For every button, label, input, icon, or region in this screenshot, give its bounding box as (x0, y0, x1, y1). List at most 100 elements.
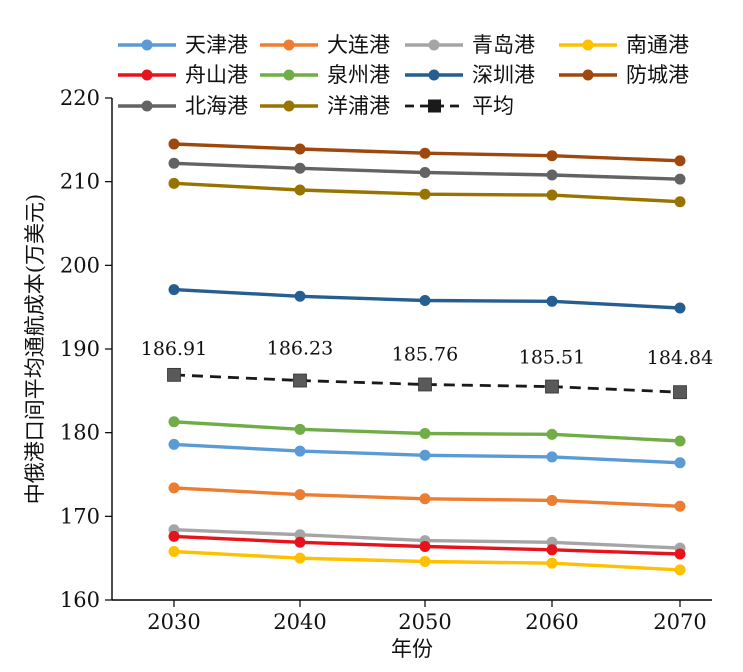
y-tick-label: 190 (60, 337, 100, 361)
data-point (674, 196, 686, 208)
data-label: 185.76 (392, 343, 458, 365)
legend-marker (582, 39, 594, 51)
series-4 (168, 530, 686, 560)
series-line (173, 373, 681, 394)
legend-label: 泉州港 (327, 63, 390, 87)
data-point (419, 188, 431, 200)
y-tick-label: 200 (60, 253, 100, 277)
data-point (294, 536, 306, 548)
x-tick-label: 2070 (653, 610, 706, 634)
data-point (546, 295, 558, 307)
legend-marker (283, 100, 295, 112)
legend-label: 南通港 (626, 33, 689, 57)
legend-marker (141, 69, 153, 81)
legend-entry: 防城港 (559, 63, 689, 87)
data-point (419, 428, 431, 440)
series-1 (168, 482, 686, 512)
data-point (419, 166, 431, 178)
data-point (674, 173, 686, 185)
data-point (418, 377, 432, 392)
legend-entry: 大连港 (260, 33, 390, 57)
legend-marker (582, 69, 594, 81)
legend-marker (141, 100, 153, 112)
data-label: 184.84 (647, 347, 713, 369)
legend-label: 深圳港 (472, 63, 535, 87)
data-point (293, 373, 307, 388)
data-point (419, 294, 431, 306)
data-point (419, 493, 431, 505)
series-5 (168, 416, 686, 447)
legend-marker (141, 39, 153, 51)
data-point (294, 445, 306, 457)
data-point (294, 143, 306, 155)
data-point (673, 385, 687, 400)
series-3 (168, 545, 686, 576)
data-point (546, 557, 558, 569)
data-point (546, 494, 558, 506)
legend-label: 平均 (472, 94, 514, 118)
data-label: 185.51 (519, 347, 585, 369)
data-point (546, 169, 558, 181)
legend-label: 洋浦港 (327, 94, 390, 118)
data-point (546, 536, 558, 548)
data-point (168, 177, 180, 189)
data-point (168, 530, 180, 542)
data-point (674, 500, 686, 512)
data-point (674, 548, 686, 560)
legend-label: 北海港 (185, 94, 248, 118)
data-point (168, 157, 180, 169)
legend-entry: 南通港 (559, 33, 689, 57)
data-point (419, 556, 431, 568)
legend-entry: 舟山港 (118, 63, 248, 87)
legend-entry: 泉州港 (260, 63, 390, 87)
data-label: 186.23 (267, 338, 333, 360)
data-point (294, 552, 306, 564)
legend-label: 大连港 (327, 33, 390, 57)
legend-label: 舟山港 (185, 63, 248, 87)
data-point (419, 449, 431, 461)
legend-entry: 洋浦港 (260, 94, 390, 118)
data-label: 186.91 (141, 338, 207, 360)
legend-entry: 深圳港 (405, 63, 535, 87)
series-6 (168, 284, 686, 314)
legend-marker (428, 69, 440, 81)
data-point (546, 428, 558, 440)
series-8 (168, 157, 686, 185)
series-7 (168, 138, 686, 167)
legend-marker (283, 69, 295, 81)
y-tick-label: 170 (60, 504, 100, 528)
data-point (674, 302, 686, 314)
ticks: 160 170 180 190 200 210 220 2030 2040 2050 2060 207… (60, 86, 707, 634)
series (167, 138, 687, 576)
legend-entry: 青岛港 (405, 33, 535, 57)
data-point (674, 155, 686, 167)
data-point (168, 138, 180, 150)
data-point (294, 184, 306, 196)
data-point (545, 379, 559, 394)
legend-entry: 北海港 (118, 94, 248, 118)
data-point (674, 435, 686, 447)
y-tick-label: 180 (60, 421, 100, 445)
series-9 (168, 177, 686, 208)
data-point (167, 367, 181, 382)
data-labels: 186.91 186.23 185.76 185.51 184.84 (141, 338, 713, 370)
legend-entry: 平均 (405, 94, 514, 118)
legend-marker (428, 99, 441, 113)
data-point (168, 482, 180, 494)
data-point (294, 290, 306, 302)
x-axis-title: 年份 (391, 637, 433, 661)
data-point (168, 438, 180, 450)
legend-entry: 天津港 (118, 33, 248, 57)
data-point (168, 284, 180, 296)
y-tick-label: 220 (60, 86, 100, 110)
data-point (294, 423, 306, 435)
y-axis-title: 中俄港口间平均通航成本(万美元) (23, 194, 47, 504)
legend-label: 防城港 (626, 63, 689, 87)
x-tick-label: 2060 (525, 610, 578, 634)
series-0 (168, 438, 686, 469)
legend-marker (283, 39, 295, 51)
data-point (419, 147, 431, 159)
